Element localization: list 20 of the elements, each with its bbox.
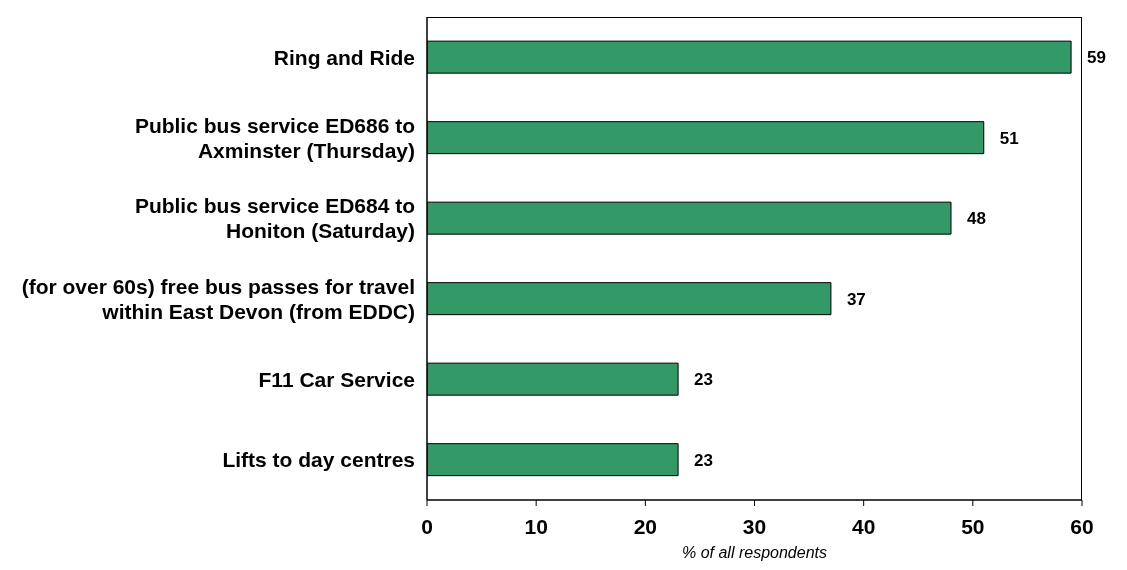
data-label: 48	[967, 209, 986, 229]
data-label: 51	[999, 128, 1019, 148]
x-tick-label: 40	[851, 514, 876, 538]
y-tick-label: Public bus service ED684 to Honiton (Saturday)	[134, 194, 415, 243]
y-tick-label: (for over 60s) free bus passes for travel within East Devon (from EDDC)	[21, 274, 415, 323]
data-label: 37	[846, 289, 866, 309]
data-label: 23	[694, 370, 714, 390]
x-tick-label: 30	[742, 514, 767, 538]
data-label: 59	[1087, 48, 1107, 68]
x-tick-label: 10	[524, 514, 548, 538]
y-tick-label: Public bus service ED686 to Axminster (Thursday)	[134, 113, 415, 162]
x-tick-label: 0	[421, 514, 433, 538]
y-tick-label: Ring and Ride	[273, 45, 415, 69]
x-tick-label: 20	[633, 514, 658, 538]
x-axis-title: % of all respondents	[682, 544, 827, 561]
y-tick-label: Lifts to day centres	[222, 448, 415, 472]
y-tick-label: F11 Car Service	[258, 367, 415, 391]
x-tick-label: 60	[1070, 514, 1094, 538]
data-label: 23	[694, 450, 714, 470]
x-tick-label: 50	[961, 514, 985, 538]
